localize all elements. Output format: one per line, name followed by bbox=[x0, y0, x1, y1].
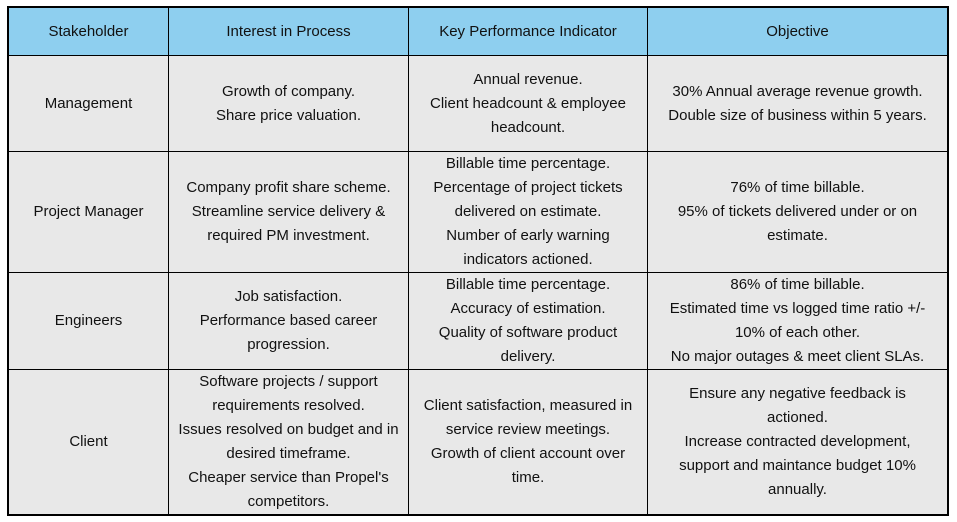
header-interest: Interest in Process bbox=[168, 7, 409, 56]
cell-line: time. bbox=[511, 469, 545, 486]
table-row: Management Growth of company. Share pric… bbox=[8, 55, 948, 152]
cell-line: Share price valuation. bbox=[215, 106, 362, 124]
cell-objective: 86% of time billable. Estimated time vs … bbox=[647, 272, 948, 370]
header-objective: Objective bbox=[647, 7, 948, 56]
cell-kpi: Client satisfaction, measured in service… bbox=[408, 369, 648, 515]
cell-line: Software projects / support bbox=[199, 373, 378, 390]
cell-line: Ensure any negative feedback is bbox=[689, 385, 906, 402]
cell-line: Annual revenue. bbox=[473, 70, 583, 88]
cell-line: Billable time percentage. bbox=[445, 155, 611, 172]
cell-line: delivered on estimate. bbox=[454, 203, 602, 220]
cell-line: Percentage of project tickets bbox=[433, 179, 623, 196]
cell-line: Company profit share scheme. bbox=[186, 179, 391, 196]
cell-interest: Software projects / support requirements… bbox=[168, 369, 409, 515]
cell-line: Billable time percentage. bbox=[445, 276, 611, 293]
cell-kpi: Billable time percentage. Percentage of … bbox=[408, 151, 648, 273]
cell-line: headcount. bbox=[490, 118, 566, 136]
cell-line: Client satisfaction, measured in bbox=[423, 397, 633, 414]
cell-stakeholder: Project Manager bbox=[8, 151, 169, 273]
cell-line: 86% of time billable. bbox=[730, 276, 865, 293]
cell-kpi: Billable time percentage. Accuracy of es… bbox=[408, 272, 648, 370]
cell-stakeholder: Engineers bbox=[8, 272, 169, 370]
cell-line: 30% Annual average revenue growth. bbox=[672, 82, 923, 100]
cell-line: Accuracy of estimation. bbox=[450, 300, 606, 317]
cell-line: indicators actioned. bbox=[463, 251, 593, 268]
cell-line: Growth of client account over bbox=[430, 445, 626, 462]
cell-line: actioned. bbox=[767, 409, 828, 426]
cell-line: Job satisfaction. bbox=[234, 288, 343, 305]
header-stakeholder: Stakeholder bbox=[8, 7, 169, 56]
cell-interest: Company profit share scheme. Streamline … bbox=[168, 151, 409, 273]
cell-line: competitors. bbox=[247, 493, 330, 510]
stakeholder-table: Stakeholder Interest in Process Key Perf… bbox=[7, 6, 949, 516]
cell-line: annually. bbox=[768, 481, 827, 498]
cell-objective: 30% Annual average revenue growth. Doubl… bbox=[647, 55, 948, 152]
table-row: Project Manager Company profit share sch… bbox=[8, 151, 948, 273]
cell-objective: Ensure any negative feedback is actioned… bbox=[647, 369, 948, 515]
cell-line: Streamline service delivery & bbox=[191, 203, 386, 220]
cell-line: Performance based career bbox=[199, 312, 378, 329]
cell-line: Estimated time vs logged time ratio +/- bbox=[669, 300, 926, 317]
cell-line: Client headcount & employee bbox=[430, 94, 626, 112]
cell-line: progression. bbox=[247, 336, 330, 353]
cell-stakeholder: Client bbox=[8, 369, 169, 515]
cell-line: delivery. bbox=[500, 348, 556, 365]
header-kpi: Key Performance Indicator bbox=[408, 7, 648, 56]
cell-line: 95% of tickets delivered under or on bbox=[677, 203, 918, 220]
table-row: Client Software projects / support requi… bbox=[8, 369, 948, 515]
cell-line: Growth of company. bbox=[221, 82, 356, 100]
header-row: Stakeholder Interest in Process Key Perf… bbox=[8, 7, 948, 56]
cell-objective: 76% of time billable. 95% of tickets del… bbox=[647, 151, 948, 273]
cell-kpi: Annual revenue. Client headcount & emplo… bbox=[408, 55, 648, 152]
cell-line: Issues resolved on budget and in bbox=[178, 421, 399, 438]
cell-line: Cheaper service than Propel's bbox=[188, 469, 389, 486]
cell-line: Quality of software product bbox=[438, 324, 618, 341]
cell-interest: Job satisfaction. Performance based care… bbox=[168, 272, 409, 370]
cell-line: 10% of each other. bbox=[734, 324, 861, 341]
cell-interest: Growth of company. Share price valuation… bbox=[168, 55, 409, 152]
cell-line: desired timeframe. bbox=[226, 445, 351, 462]
cell-line: Increase contracted development, bbox=[684, 433, 911, 450]
cell-stakeholder: Management bbox=[8, 55, 169, 152]
cell-line: 76% of time billable. bbox=[730, 179, 865, 196]
cell-line: service review meetings. bbox=[445, 421, 611, 438]
cell-line: Number of early warning bbox=[446, 227, 610, 244]
table-row: Engineers Job satisfaction. Performance … bbox=[8, 272, 948, 370]
cell-line: estimate. bbox=[767, 227, 828, 244]
cell-line: requirements resolved. bbox=[212, 397, 365, 414]
cell-line: Double size of business within 5 years. bbox=[668, 106, 927, 124]
cell-line: No major outages & meet client SLAs. bbox=[670, 348, 925, 365]
cell-line: support and maintance budget 10% bbox=[679, 457, 916, 474]
cell-line: required PM investment. bbox=[207, 227, 370, 244]
